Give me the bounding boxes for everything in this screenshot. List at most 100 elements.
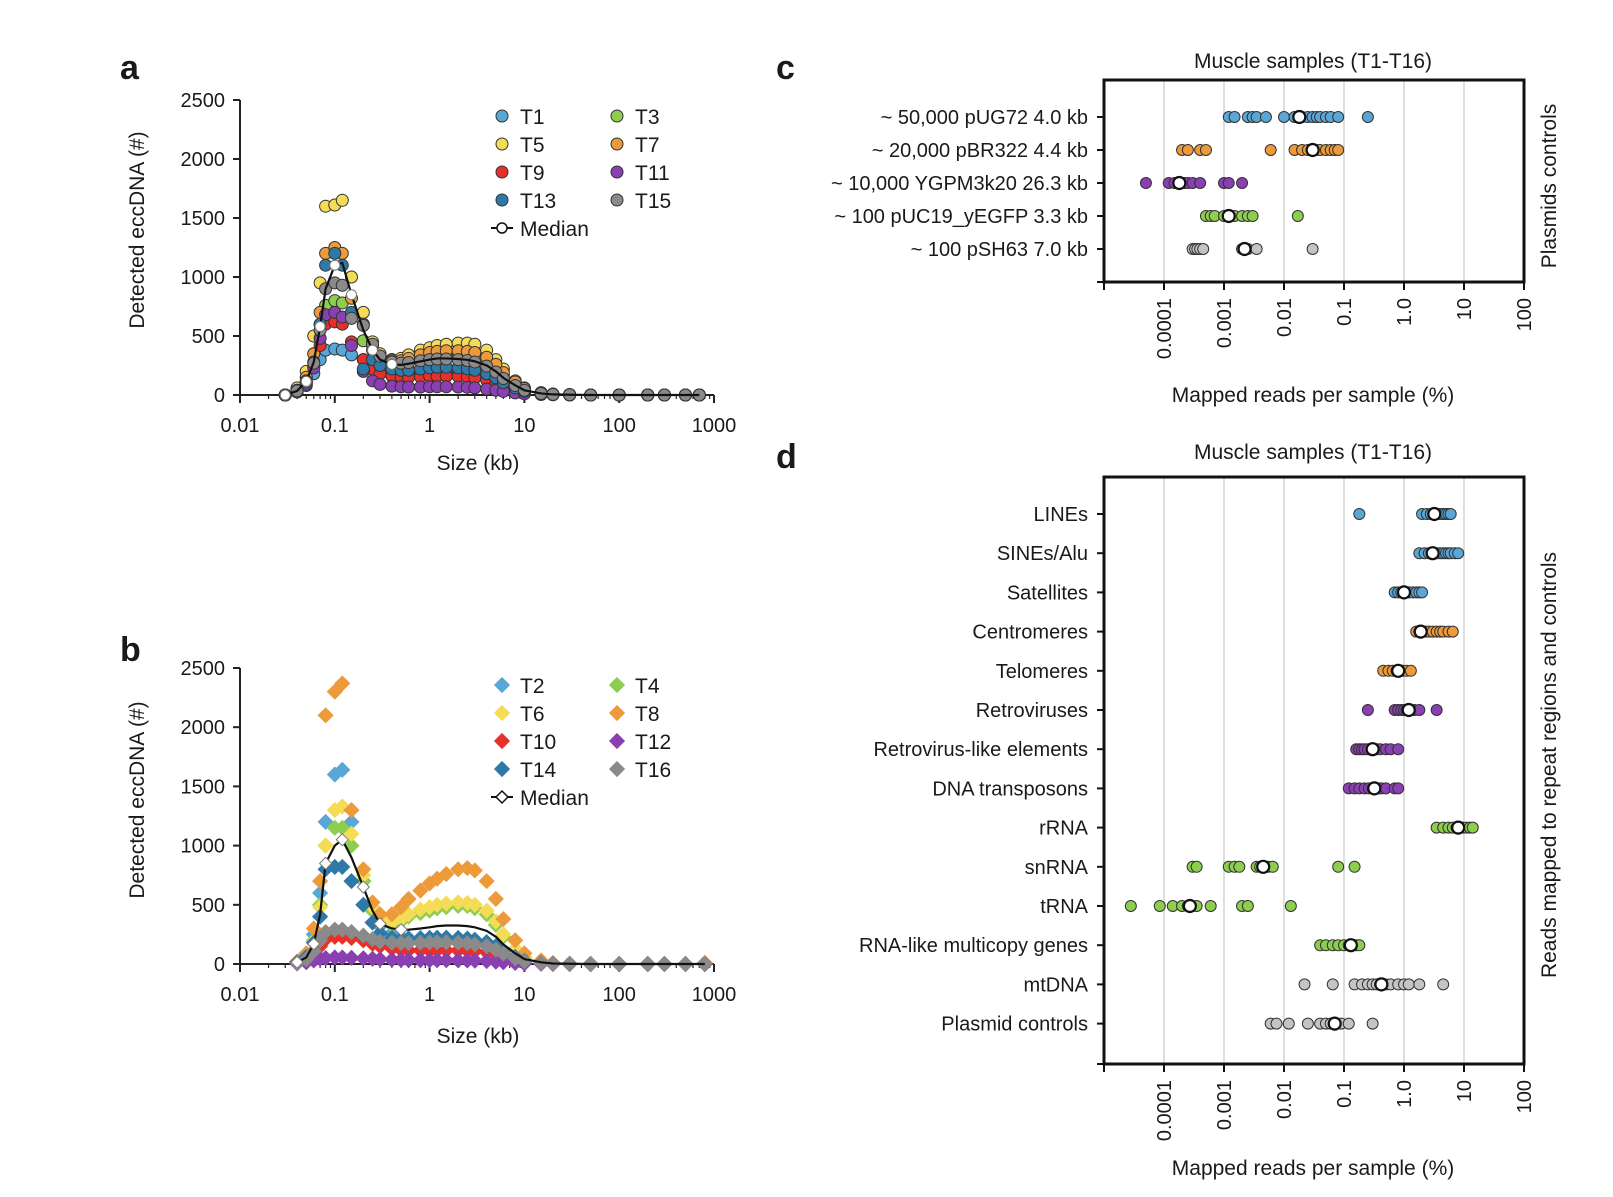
y-tick-label: 1000: [181, 267, 226, 289]
legend-label-T2: T2: [520, 675, 545, 698]
data-point: [326, 683, 343, 700]
data-point: [1222, 177, 1235, 189]
data-point: [1306, 243, 1319, 255]
row-10: [1124, 898, 1297, 914]
legend-marker-T1: [495, 109, 509, 123]
legend-label-T4: T4: [635, 675, 660, 698]
x-tick-label: 0.01: [221, 984, 260, 1006]
x-tick-label: 1: [424, 415, 435, 437]
data-point: [1259, 111, 1272, 123]
legend-label-T12: T12: [635, 731, 671, 754]
data-point: [1246, 210, 1259, 222]
data-point: [305, 942, 322, 960]
median-point: [1451, 820, 1466, 835]
category-label: Telomeres: [996, 661, 1088, 683]
data-point: [1404, 664, 1417, 677]
row-7: [1342, 781, 1405, 796]
row-4: [1186, 241, 1319, 257]
x-tick-label: 1.0: [1394, 1080, 1416, 1108]
median-point: [314, 321, 326, 333]
data-point: [1353, 508, 1366, 520]
panel-a-axes: 0 500 1000 1500 2000 2500 0.01 0.1 1 10 100 1000: [181, 90, 737, 437]
data-point: [392, 899, 410, 916]
panel-d-title: Muscle samples (T1-T16): [1194, 441, 1432, 464]
data-point: [1264, 144, 1277, 156]
panel-a-xlabel: Size (kb): [437, 452, 520, 475]
category-label: Centromeres: [972, 622, 1088, 644]
x-tick-label: 10: [1454, 1080, 1476, 1102]
legend-label-T6: T6: [520, 703, 545, 726]
data-point: [343, 873, 360, 890]
data-point: [373, 377, 387, 391]
panel-d-axes: 0.0001 0.001 0.01 0.1 1.0 10 100 LINEs SINEs/Alu…: [859, 475, 1536, 1141]
legend-label-T9: T9: [520, 162, 545, 185]
median-point: [1425, 546, 1440, 561]
median-point: [279, 389, 291, 401]
data-point: [1291, 210, 1304, 222]
legend-marker-T12: [608, 732, 626, 750]
x-tick-label: 0.0001: [1154, 1080, 1176, 1141]
legend-label-median: Median: [520, 787, 589, 810]
data-point: [478, 873, 495, 890]
legend-marker-T10: [493, 732, 511, 750]
data-point: [400, 934, 417, 951]
data-point: [400, 890, 417, 907]
series-median: [279, 259, 700, 401]
data-point: [1466, 821, 1479, 834]
row-5: [1361, 702, 1443, 718]
data-point: [334, 761, 351, 778]
row-9: [1186, 859, 1361, 874]
row-13: [1264, 1016, 1379, 1031]
category-label: ~ 100 pUC19_yEGFP 3.3 kb: [834, 206, 1088, 228]
category-label: DNA transposons: [932, 778, 1088, 800]
row-2: [1388, 585, 1429, 600]
median-point: [1182, 898, 1197, 914]
data-point: [356, 362, 370, 376]
plot-frame: [1102, 78, 1526, 284]
median-point: [1365, 742, 1380, 757]
data-point: [1392, 743, 1405, 756]
data-point: [334, 675, 351, 692]
y-tick-label: 500: [192, 895, 225, 917]
y-tick-label: 0: [214, 385, 225, 407]
category-label: ~ 100 pSH63 7.0 kb: [911, 239, 1088, 261]
y-tick-label: 500: [192, 326, 225, 348]
data-point: [1181, 144, 1194, 156]
data-point: [495, 910, 512, 928]
data-point: [1233, 860, 1246, 873]
row-2: [1139, 175, 1249, 191]
x-tick-label: 0.01: [221, 415, 260, 437]
median-point: [1374, 977, 1389, 992]
median-point: [1367, 781, 1382, 796]
y-tick-label: 1000: [181, 836, 226, 858]
data-point: [1446, 625, 1459, 638]
median-point: [318, 856, 333, 871]
panel-d: d Muscle samples (T1-T16) Mapped reads p…: [776, 438, 1561, 1180]
x-tick-label: 0.01: [1274, 298, 1296, 337]
data-point: [1332, 144, 1345, 156]
data-point: [1361, 111, 1374, 123]
data-point: [1153, 900, 1166, 912]
legend-median-marker: [494, 789, 510, 805]
panel-c: c Muscle samples (T1-T16) Mapped reads p…: [776, 49, 1561, 407]
data-point: [1326, 978, 1339, 991]
panel-b-legend: T2 T4 T6 T8 T10 T12 T14 T16 Median: [491, 675, 671, 810]
x-tick-label: 0.1: [321, 984, 349, 1006]
legend-label-T11: T11: [635, 162, 670, 185]
series-T16: [289, 921, 713, 973]
data-point: [487, 890, 504, 907]
legend-label-T3: T3: [635, 106, 660, 129]
legend-marker-T3: [610, 109, 624, 123]
row-6: [1350, 742, 1405, 757]
y-tick-label: 2000: [181, 149, 226, 171]
panel-c-label: c: [776, 49, 795, 87]
median-point: [1413, 624, 1428, 639]
data-point: [1124, 900, 1137, 912]
data-point: [400, 952, 417, 969]
panel-c-xlabel: Mapped reads per sample (%): [1172, 384, 1454, 407]
data-point: [1278, 111, 1290, 123]
data-point: [1139, 177, 1152, 189]
category-label: ~ 20,000 pBR322 4.4 kb: [872, 140, 1088, 162]
y-tick-label: 1500: [181, 208, 226, 230]
data-point: [343, 802, 360, 819]
